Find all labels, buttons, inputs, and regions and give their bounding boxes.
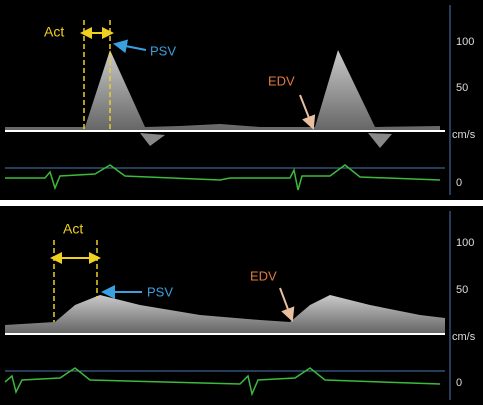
psv-label: PSV xyxy=(147,284,173,299)
panel-bg xyxy=(0,0,483,200)
edv-label: EDV xyxy=(268,73,295,88)
panel-bottom: 100 50 cm/s 0 Act PSV EDV xyxy=(0,206,483,405)
scale-label: cm/s xyxy=(452,331,476,343)
act-label: Act xyxy=(63,221,83,237)
doppler-screen: 100 50 cm/s 0 Act PSV EDV 100 50 cm/s 0 … xyxy=(0,0,483,405)
edv-label: EDV xyxy=(250,268,277,283)
scale-label: 50 xyxy=(456,284,468,296)
act-label: Act xyxy=(44,24,64,40)
panel-top: 100 50 cm/s 0 Act PSV EDV xyxy=(0,0,483,200)
scale-label: 50 xyxy=(456,82,468,94)
scale-label: 0 xyxy=(456,377,462,389)
scale-label: 100 xyxy=(456,237,474,249)
scale-label: cm/s xyxy=(452,129,476,141)
scale-label: 0 xyxy=(456,177,462,189)
scale-label: 100 xyxy=(456,36,474,48)
psv-label: PSV xyxy=(150,43,176,58)
